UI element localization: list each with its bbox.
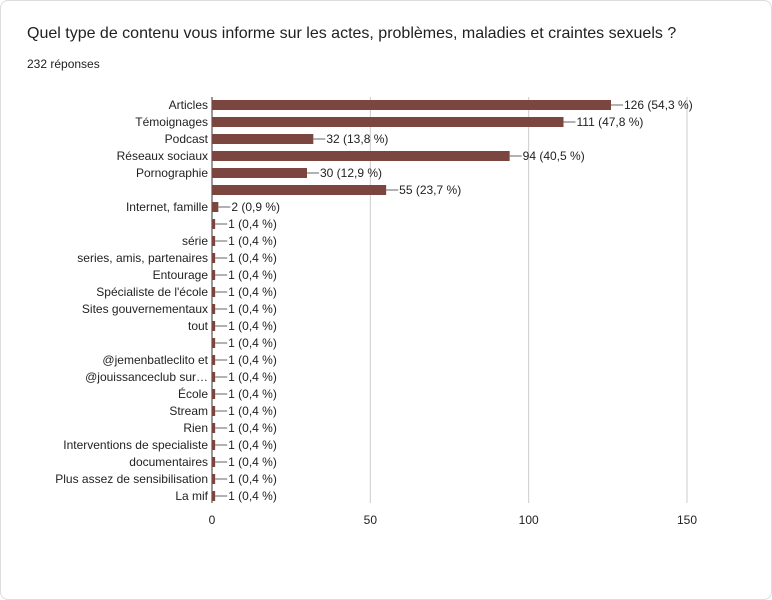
bar — [212, 202, 219, 212]
bar — [212, 100, 611, 110]
bar — [212, 304, 216, 314]
data-label: 126 (54,3 %) — [624, 98, 693, 112]
category-label: Articles — [169, 98, 208, 112]
category-label: @jemenbatleclito et — [102, 353, 208, 367]
category-label: tout — [188, 319, 209, 333]
data-label: 1 (0,4 %) — [228, 353, 277, 367]
data-label: 32 (13,8 %) — [326, 132, 388, 146]
data-label: 1 (0,4 %) — [228, 472, 277, 486]
data-label: 2 (0,9 %) — [231, 200, 280, 214]
data-label: 1 (0,4 %) — [228, 336, 277, 350]
bar — [212, 423, 216, 433]
data-label: 1 (0,4 %) — [228, 489, 277, 503]
category-label: série — [182, 234, 208, 248]
category-label: Interventions de specialiste — [63, 438, 208, 452]
data-label: 1 (0,4 %) — [228, 370, 277, 384]
bar — [212, 236, 216, 246]
data-label: 111 (47,8 %) — [577, 115, 644, 129]
category-label: Stream — [169, 404, 208, 418]
x-tick-label: 150 — [677, 513, 697, 527]
bar — [212, 457, 216, 467]
bar — [212, 406, 216, 416]
category-label: Réseaux sociaux — [117, 149, 208, 163]
category-label: Sites gouvernementaux — [82, 302, 208, 316]
bar — [212, 355, 216, 365]
bar — [212, 151, 510, 161]
category-label: documentaires — [129, 455, 208, 469]
bar — [212, 219, 216, 229]
data-label: 30 (12,9 %) — [320, 166, 382, 180]
bar — [212, 134, 314, 144]
x-tick-label: 50 — [364, 513, 378, 527]
response-count: 232 réponses — [27, 57, 100, 71]
category-label: Podcast — [165, 132, 209, 146]
bar — [212, 389, 216, 399]
data-label: 1 (0,4 %) — [228, 455, 277, 469]
data-label: 55 (23,7 %) — [399, 183, 461, 197]
data-label: 1 (0,4 %) — [228, 268, 277, 282]
category-label: @jouissanceclub sur… — [85, 370, 208, 384]
category-label: École — [178, 386, 208, 401]
bar — [212, 372, 216, 382]
data-label: 1 (0,4 %) — [228, 251, 277, 265]
x-tick-label: 100 — [519, 513, 539, 527]
data-label: 1 (0,4 %) — [228, 217, 277, 231]
category-label: Spécialiste de l'école — [96, 285, 208, 299]
data-label: 1 (0,4 %) — [228, 319, 277, 333]
data-label: 1 (0,4 %) — [228, 404, 277, 418]
category-label: La mif — [175, 489, 208, 503]
data-label: 1 (0,4 %) — [228, 234, 277, 248]
bar — [212, 168, 307, 178]
data-label: 1 (0,4 %) — [228, 285, 277, 299]
category-label: Plus assez de sensibilisation — [55, 472, 208, 486]
x-tick-label: 0 — [209, 513, 216, 527]
category-label: series, amis, partenaires — [77, 251, 208, 265]
category-label: Rien — [183, 421, 208, 435]
category-label: Pornographie — [136, 166, 208, 180]
data-label: 1 (0,4 %) — [228, 387, 277, 401]
data-label: 1 (0,4 %) — [228, 302, 277, 316]
bar — [212, 287, 216, 297]
bar — [212, 491, 216, 501]
bar — [212, 321, 216, 331]
category-label: Internet, famille — [126, 200, 208, 214]
bar — [212, 117, 564, 127]
category-label: Entourage — [153, 268, 209, 282]
data-label: 1 (0,4 %) — [228, 421, 277, 435]
bar — [212, 270, 216, 280]
bar — [212, 474, 216, 484]
bar — [212, 338, 216, 348]
category-label: Témoignages — [135, 115, 208, 129]
bar — [212, 440, 216, 450]
data-label: 94 (40,5 %) — [523, 149, 585, 163]
bar — [212, 253, 216, 263]
bar — [212, 185, 387, 195]
question-title: Quel type de contenu vous informe sur le… — [27, 25, 677, 42]
data-label: 1 (0,4 %) — [228, 438, 277, 452]
